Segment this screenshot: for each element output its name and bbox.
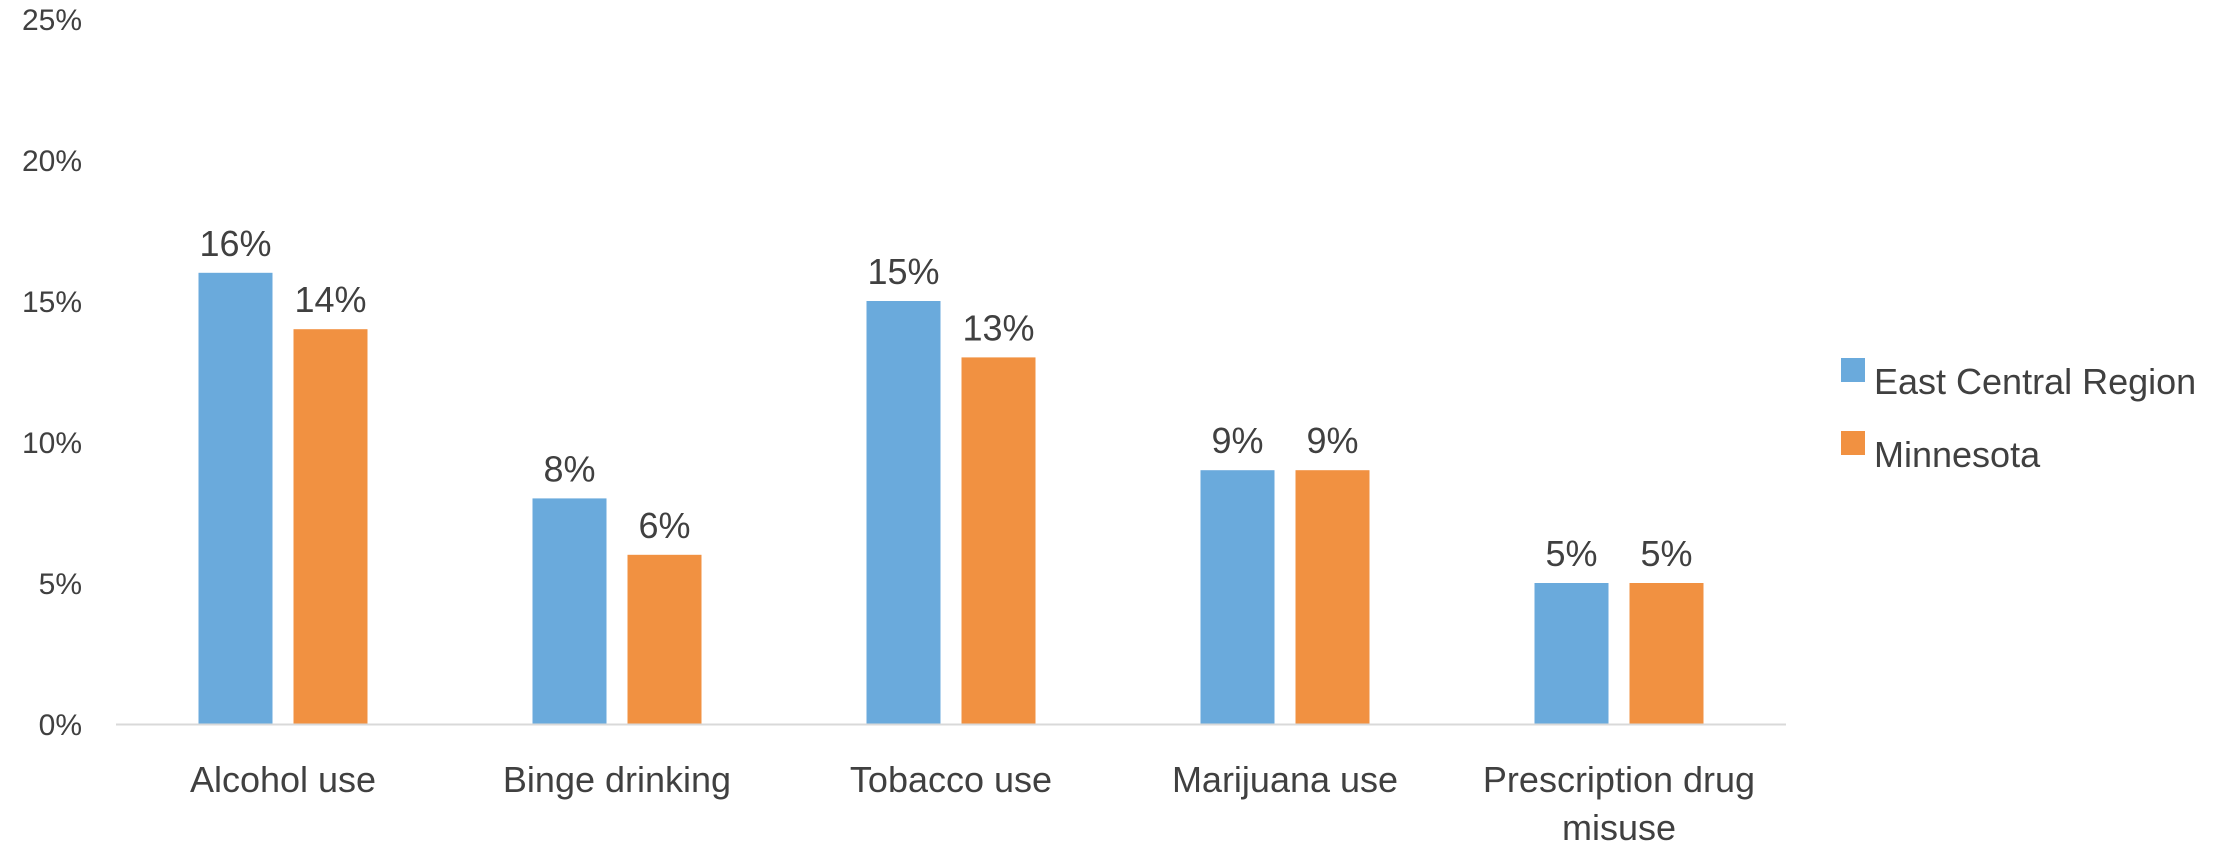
data-labels: 16% 14% 8% 6% 15% 13% 9% 9% 5% 5%: [199, 223, 1692, 574]
legend: East Central Region Minnesota: [1841, 358, 2196, 475]
x-category-label: Alcohol use: [190, 759, 376, 800]
y-tick-label: 0%: [39, 709, 82, 742]
data-label: 5%: [1545, 533, 1597, 574]
data-label: 6%: [638, 505, 690, 546]
data-label: 16%: [199, 223, 271, 264]
legend-swatch: [1841, 358, 1865, 382]
data-label: 13%: [962, 307, 1034, 348]
legend-label: Minnesota: [1874, 434, 2041, 475]
bar: [293, 329, 368, 724]
y-tick-label: 5%: [39, 568, 82, 601]
y-tick-label: 15%: [22, 286, 82, 319]
x-category-label-line: misuse: [1562, 807, 1676, 847]
y-tick-label: 25%: [22, 4, 82, 37]
bar: [1200, 470, 1275, 724]
bar: [961, 357, 1036, 724]
data-label: 5%: [1640, 533, 1692, 574]
x-category-label: Prescription drug misuse: [1483, 759, 1755, 847]
data-label: 14%: [294, 279, 366, 320]
x-category-label: Marijuana use: [1172, 759, 1398, 800]
bar: [1295, 470, 1370, 724]
data-label: 9%: [1211, 420, 1263, 461]
y-tick-label: 20%: [22, 145, 82, 178]
bar: [1629, 583, 1704, 724]
x-category-label-line: Alcohol use: [190, 759, 376, 800]
x-category-label-line: Marijuana use: [1172, 759, 1398, 800]
bar: [627, 554, 702, 724]
x-category-label-line: Binge drinking: [503, 759, 731, 800]
bar: [866, 301, 941, 724]
legend-label: East Central Region: [1874, 361, 2196, 402]
y-axis-tick-labels: 0% 5% 10% 15% 20% 25%: [22, 4, 82, 742]
data-label: 9%: [1306, 420, 1358, 461]
x-category-label-line: Prescription drug: [1483, 759, 1755, 800]
bar: [532, 498, 607, 724]
y-tick-label: 10%: [22, 427, 82, 460]
x-category-label: Binge drinking: [503, 759, 731, 800]
x-category-label: Tobacco use: [850, 759, 1052, 800]
legend-swatch: [1841, 431, 1865, 455]
data-label: 15%: [867, 251, 939, 292]
bar: [198, 272, 273, 724]
x-category-label-line: Tobacco use: [850, 759, 1052, 800]
bar: [1534, 583, 1609, 724]
data-label: 8%: [543, 448, 595, 489]
x-axis-category-labels: Alcohol use Binge drinking Tobacco use Mari…: [190, 759, 1755, 848]
bars: [198, 272, 1704, 724]
